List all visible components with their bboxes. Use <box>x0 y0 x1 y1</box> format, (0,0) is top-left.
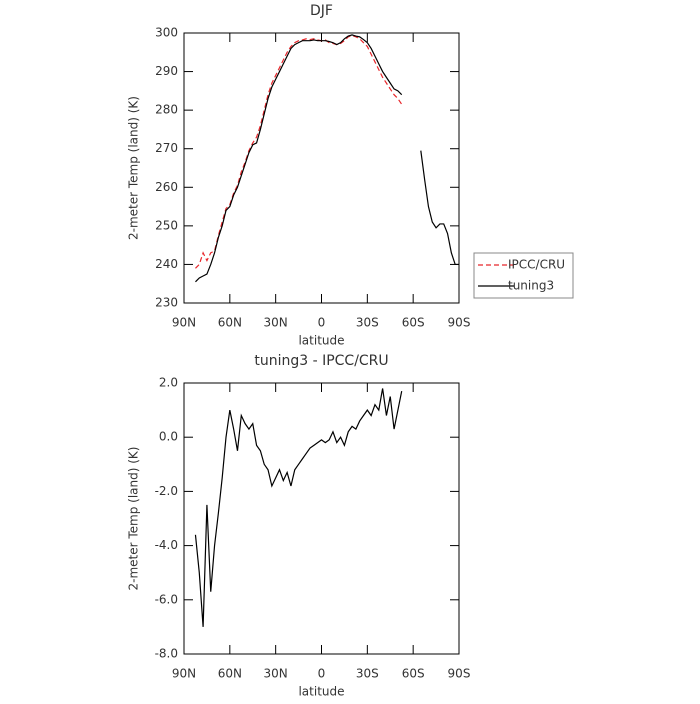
x-tick-label: 60N <box>218 316 242 330</box>
x-tick-label: 90N <box>172 316 196 330</box>
y-axis-title: 2-meter Temp (land) (K) <box>127 96 141 240</box>
y-tick-label: -6.0 <box>155 592 178 606</box>
x-tick-label: 0 <box>318 667 326 681</box>
y-tick-label: 290 <box>155 64 178 78</box>
plot-frame <box>183 32 460 304</box>
x-tick-label: 90N <box>172 667 196 681</box>
x-tick-label: 30N <box>264 667 288 681</box>
y-tick-label: 2.0 <box>159 376 178 390</box>
y-tick-label: -2.0 <box>155 484 178 498</box>
data-line <box>195 35 403 269</box>
y-axis-title: 2-meter Temp (land) (K) <box>127 447 141 591</box>
data-line <box>194 388 403 627</box>
x-tick-label: 30S <box>356 667 379 681</box>
y-tick-label: 260 <box>155 180 178 194</box>
x-tick-label: 90S <box>448 667 471 681</box>
legend-box <box>473 252 574 299</box>
data-line <box>195 34 459 283</box>
x-tick-label: 60N <box>218 667 242 681</box>
y-tick-label: -8.0 <box>155 647 178 661</box>
x-tick-label: 0 <box>318 316 326 330</box>
y-tick-label: 300 <box>155 26 178 40</box>
y-tick-label: 0.0 <box>159 430 178 444</box>
legend-label: IPCC/CRU <box>508 258 565 272</box>
y-tick-label: 250 <box>155 218 178 232</box>
x-tick-label: 60S <box>402 316 425 330</box>
y-tick-label: 230 <box>155 296 178 310</box>
y-tick-label: 270 <box>155 141 178 155</box>
x-tick-label: 30S <box>356 316 379 330</box>
x-axis-title: latitude <box>298 685 344 699</box>
legend-label: tuning3 <box>508 279 554 293</box>
x-tick-label: 90S <box>448 316 471 330</box>
x-axis-title: latitude <box>298 334 344 348</box>
y-tick-label: 240 <box>155 257 178 271</box>
chart-title: tuning3 - IPCC/CRU <box>254 353 388 369</box>
x-tick-label: 60S <box>402 667 425 681</box>
chart-title: DJF <box>310 3 333 19</box>
plot-frame <box>183 382 460 655</box>
y-tick-label: 280 <box>155 103 178 117</box>
y-tick-label: -4.0 <box>155 538 178 552</box>
x-tick-label: 30N <box>264 316 288 330</box>
